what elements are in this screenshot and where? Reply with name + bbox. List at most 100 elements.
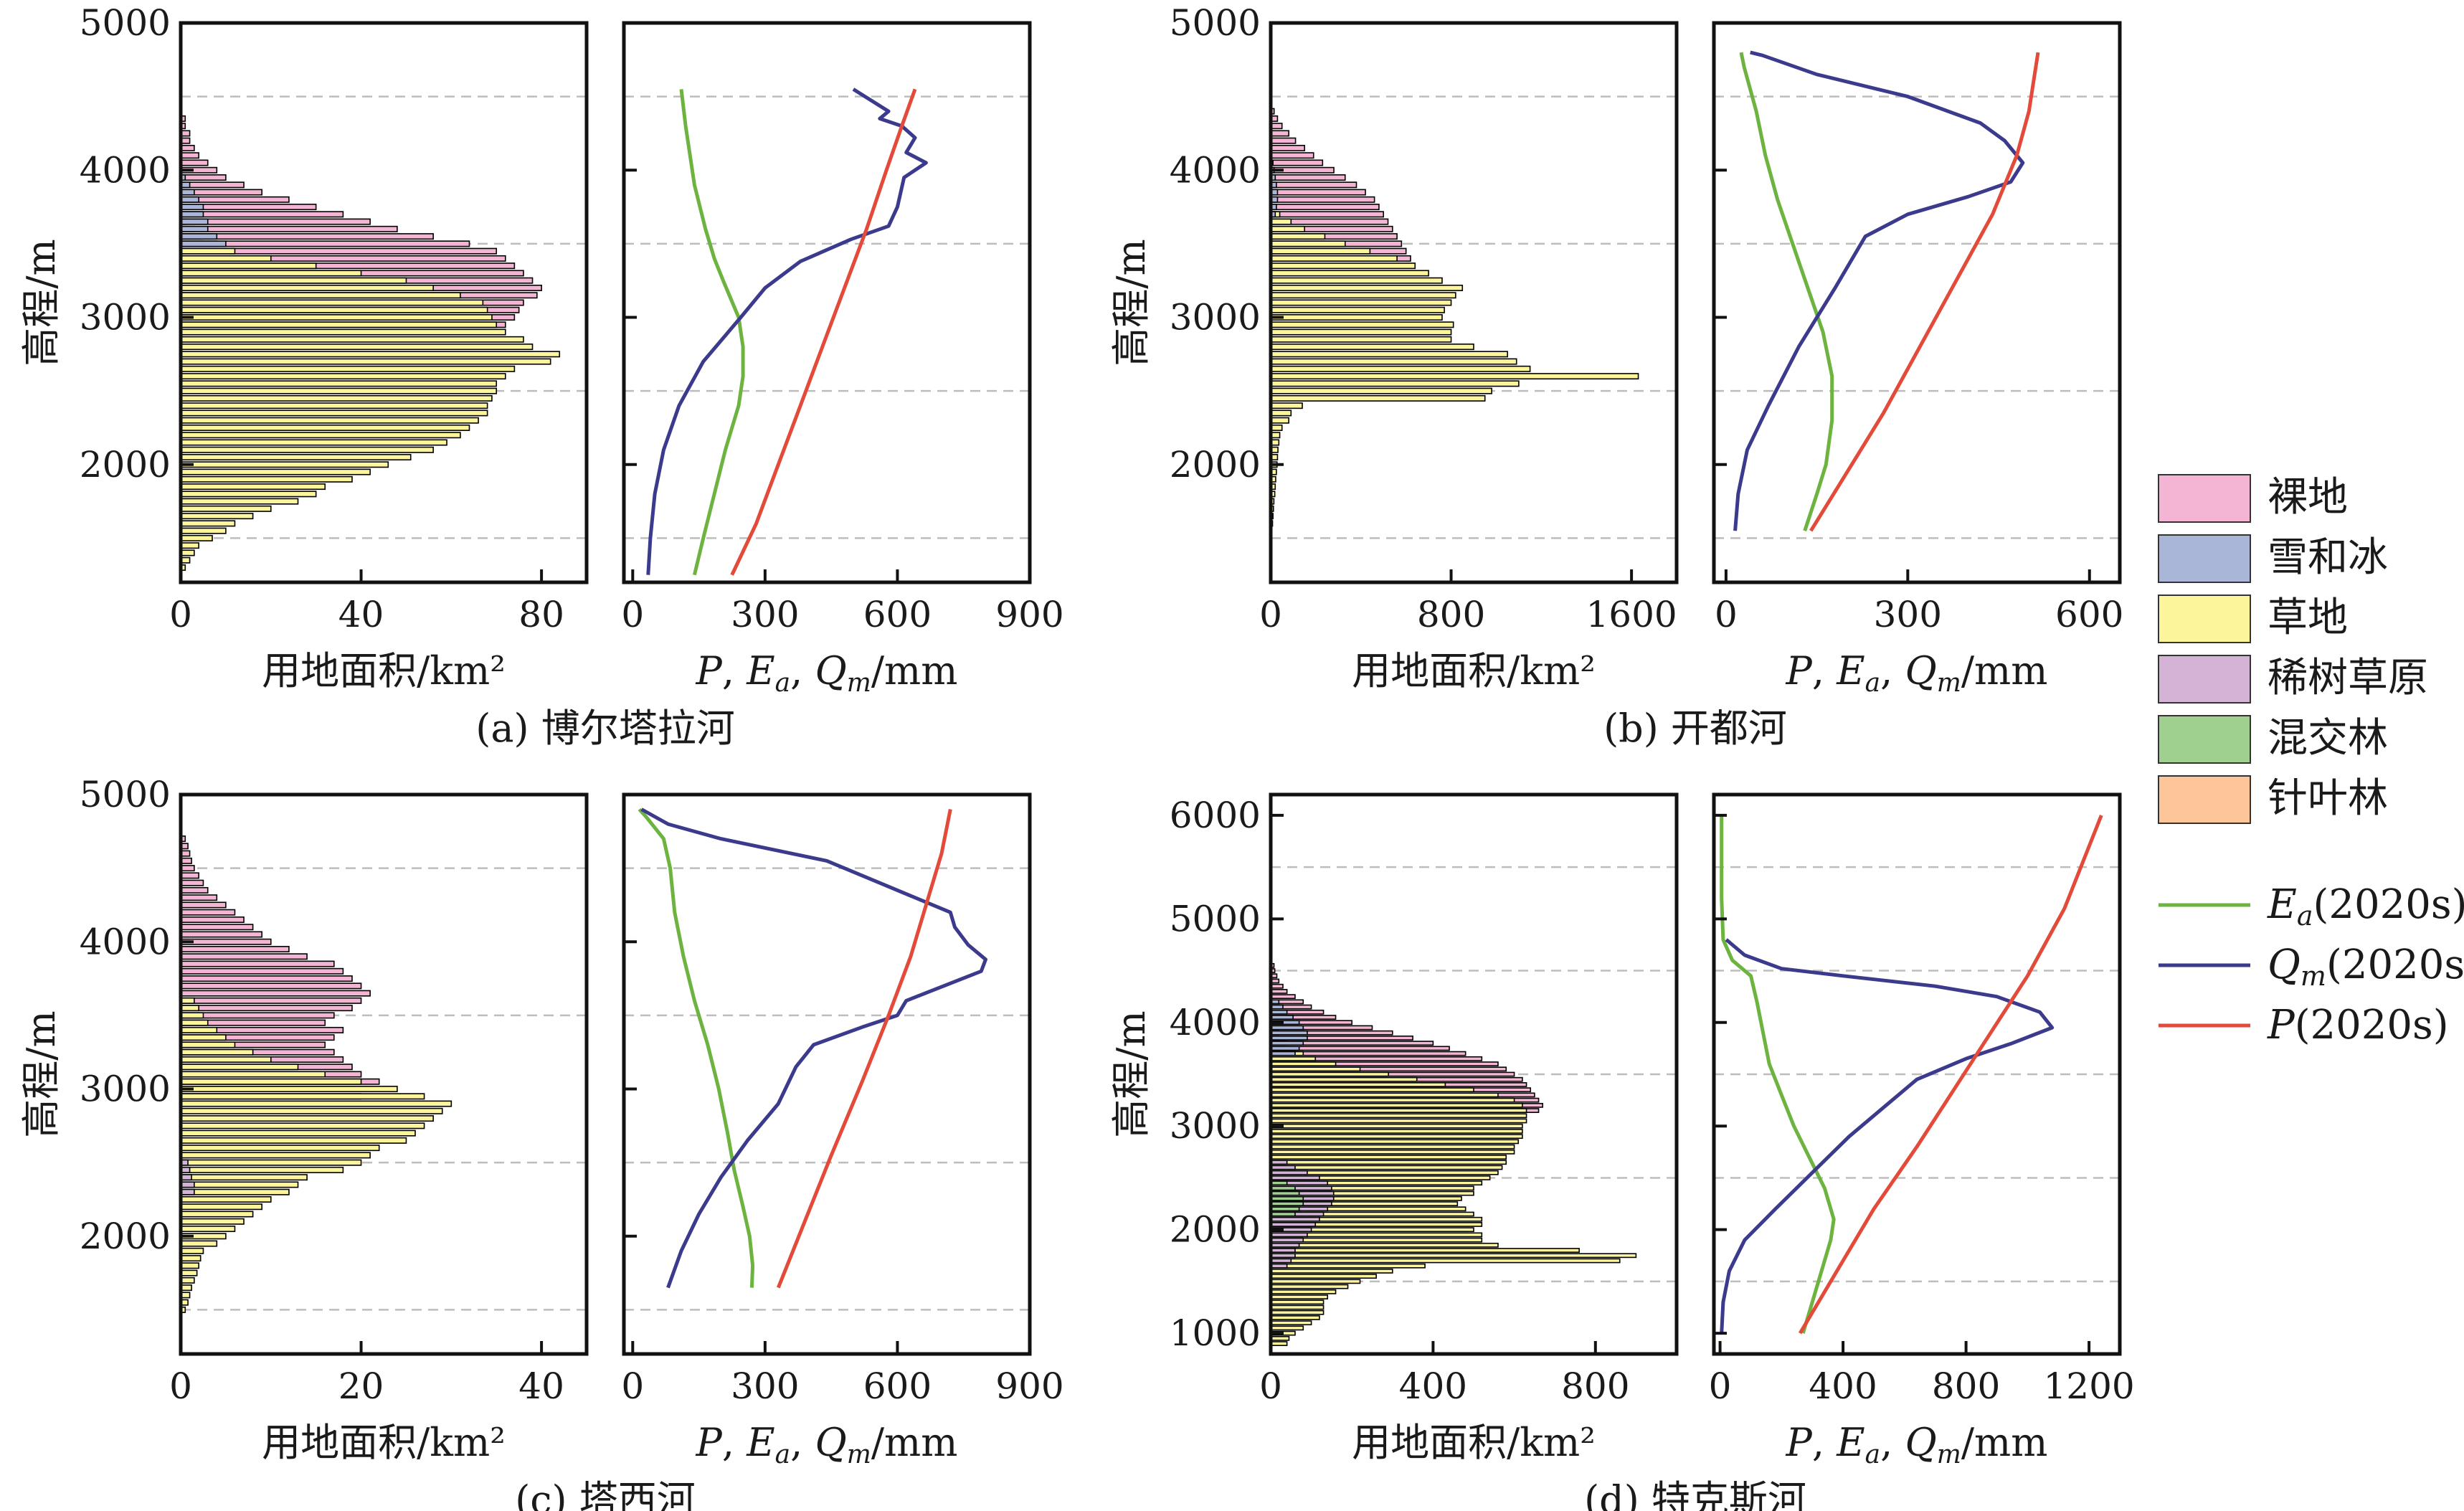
bar-grass	[180, 498, 299, 505]
x-tick-label: 600	[863, 1365, 932, 1407]
chart-panel-d: 1000 2000 3000 4000 5000 6000 0 400 800 0 400 800 12…	[1109, 792, 2135, 1511]
x-tick-label: 800	[1417, 594, 1485, 635]
bar-grass	[180, 1166, 344, 1173]
bar-bare	[180, 938, 272, 945]
bar-snow	[180, 240, 227, 247]
bar-bare	[180, 894, 218, 901]
y-axis-title: 高程/m	[1109, 239, 1154, 366]
legend-label-conifer: 针叶林	[2268, 775, 2388, 822]
bar-mixed	[1270, 1180, 1288, 1186]
x-tick-label: 400	[1809, 1365, 1877, 1407]
flux-title-part: /mm	[871, 648, 958, 693]
line-P	[1809, 52, 2040, 532]
bar-grass	[1270, 1341, 1288, 1346]
y-tick-label: 4000	[1170, 1002, 1261, 1043]
flux-title-part: /mm	[871, 1420, 958, 1465]
line-Qm	[1733, 50, 2025, 531]
bar-snow	[1270, 1036, 1308, 1041]
bar-grass	[1270, 1155, 1507, 1160]
bar-bare	[180, 982, 362, 990]
y-axis-title: 高程/m	[19, 1010, 64, 1137]
bar-grass	[1270, 1144, 1515, 1150]
y-tick-label: 2000	[1170, 1209, 1261, 1251]
flux-title-part: E	[1836, 1420, 1864, 1465]
y-tick-label: 3000	[1170, 297, 1261, 338]
bar-grass	[1270, 1097, 1515, 1103]
x-tick-label: 0	[169, 1365, 192, 1407]
bar-grass	[1270, 1309, 1325, 1315]
bar-grass	[180, 1247, 204, 1254]
bar-snow	[180, 196, 199, 203]
bar-grass	[180, 1093, 425, 1100]
legend-label-part: (2020s)	[2295, 1002, 2449, 1048]
bar-grass	[1270, 344, 1474, 351]
bar-grass	[1270, 255, 1398, 262]
bar-grass	[180, 1026, 218, 1033]
flux-title-part: m	[1937, 668, 1961, 698]
panel-caption: (c) 塔西河	[515, 1477, 696, 1511]
y-tick-label: 5000	[1170, 898, 1261, 939]
legend-swatch-grass	[2158, 595, 2251, 643]
bar-bare	[180, 159, 209, 166]
bar-grass	[180, 1145, 380, 1152]
bar-grass	[180, 1188, 290, 1195]
bar-grass	[180, 292, 461, 299]
bar-grass	[180, 1226, 236, 1233]
bar-grass	[180, 454, 412, 461]
legend-swatch-conifer	[2158, 775, 2251, 824]
bar-grass	[1270, 240, 1346, 247]
flux-title-part: a	[1865, 668, 1880, 698]
flux-title-part: /mm	[1961, 1420, 2048, 1465]
bar-grass	[180, 446, 434, 453]
bar-snow	[1270, 1046, 1300, 1051]
flux-title-part: Q	[1905, 648, 1936, 693]
line-Ea	[679, 89, 745, 576]
legend-label-part: (2020s)	[2326, 942, 2464, 988]
bar-bare	[180, 1005, 353, 1012]
flux-title-part: a	[1865, 1440, 1880, 1469]
bar-grass	[1270, 1325, 1304, 1331]
bar-grass	[180, 534, 213, 541]
legend-label-mixed: 混交林	[2268, 715, 2388, 762]
y-tick-label: 4000	[1170, 149, 1261, 191]
flux-plot-frame	[622, 21, 1032, 584]
x-tick-label: 300	[1874, 594, 1942, 635]
x-tick-label: 800	[1561, 1365, 1629, 1407]
bar-grass	[1270, 233, 1326, 240]
bar-grass	[180, 1137, 407, 1144]
legend-label-P: P(2020s)	[2267, 1002, 2449, 1048]
bar-grass	[1270, 336, 1452, 343]
bar-grass	[180, 439, 447, 446]
bar-grass	[1270, 1092, 1499, 1098]
bar-grass	[1270, 1299, 1325, 1305]
area-plot-frame	[179, 792, 589, 1356]
bar-grass	[180, 1122, 425, 1129]
bar-grass	[180, 409, 488, 417]
bar-savanna	[1270, 1160, 1288, 1165]
bar-grass	[180, 284, 434, 291]
bar-grass	[180, 1262, 199, 1269]
bar-grass	[180, 328, 506, 336]
bar-grass	[180, 277, 407, 284]
flux-title-part: E	[746, 1420, 774, 1465]
bar-savanna	[1270, 1170, 1308, 1175]
x-tick-label: 800	[1932, 1365, 2000, 1407]
bar-grass	[1270, 1071, 1389, 1077]
bar-grass	[180, 549, 195, 556]
bar-grass	[1270, 299, 1452, 306]
flux-title-part: m	[847, 668, 871, 698]
flux-title-part: ,	[1880, 648, 1905, 693]
y-tick-label: 3000	[1170, 1105, 1261, 1147]
flux-title-part: E	[1836, 648, 1864, 693]
y-tick-label: 2000	[80, 1216, 171, 1257]
bar-grass	[1270, 1263, 1426, 1269]
y-axis-title: 高程/m	[1109, 1010, 1154, 1137]
line-Qm	[646, 87, 928, 575]
bar-grass	[180, 1034, 227, 1041]
bar-bare	[180, 916, 245, 923]
bar-grass	[1270, 225, 1305, 232]
bar-grass	[180, 306, 488, 313]
y-tick-label: 4000	[80, 149, 171, 191]
bar-grass	[1270, 1274, 1377, 1279]
